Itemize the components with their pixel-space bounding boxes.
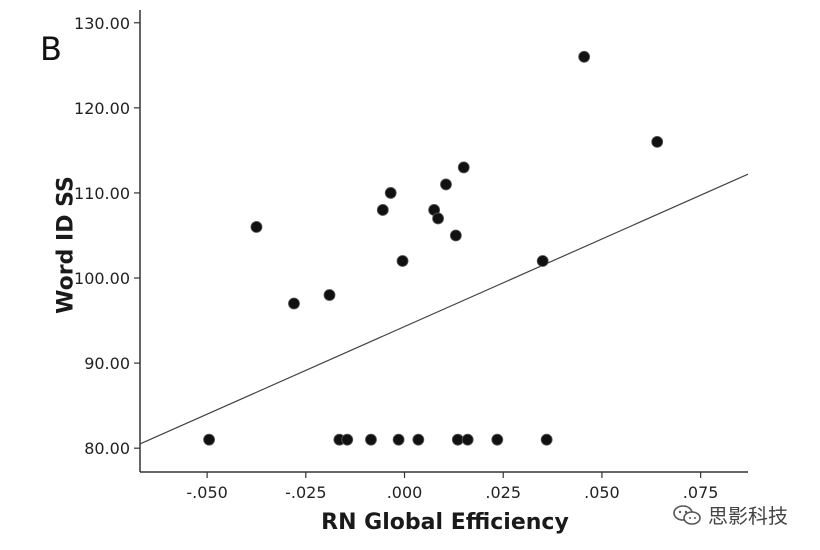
fit-line-layer — [139, 173, 749, 445]
data-point — [396, 255, 409, 267]
data-point — [203, 433, 215, 446]
y-tick-label: 90.00 — [84, 354, 130, 373]
data-point — [491, 433, 504, 446]
data-point — [323, 289, 336, 301]
x-tick-label: -.025 — [285, 483, 326, 502]
data-point — [432, 212, 444, 225]
x-tick-label: .075 — [683, 483, 719, 502]
data-point — [412, 433, 425, 446]
points-layer — [203, 50, 664, 446]
data-point — [540, 433, 553, 446]
data-point — [451, 433, 464, 446]
data-point — [384, 187, 397, 199]
axes: 80.00 90.00 100.00 110.00 120.00 130.00 -.050 -… — [74, 10, 748, 502]
data-point — [651, 135, 664, 148]
wechat-icon — [673, 504, 701, 525]
data-point — [392, 433, 405, 446]
data-point — [376, 204, 389, 216]
y-tick-label: 130.00 — [74, 14, 130, 33]
data-point — [288, 297, 300, 310]
watermark: 思影科技 — [672, 500, 788, 529]
data-point — [250, 221, 263, 233]
y-tick-label: 110.00 — [74, 184, 130, 203]
y-axis-label: Word ID SS — [53, 176, 79, 314]
data-point — [578, 50, 591, 63]
panel-label: B — [40, 30, 62, 68]
y-tick-label: 100.00 — [74, 269, 130, 288]
data-point — [457, 161, 470, 174]
y-tick-label: 120.00 — [74, 99, 130, 118]
x-tick-label: .050 — [584, 483, 620, 502]
x-axis-label: RN Global Efficiency — [321, 510, 569, 535]
data-point — [536, 255, 549, 267]
data-point — [365, 433, 377, 446]
x-tick-label: .000 — [387, 483, 423, 502]
data-point — [461, 433, 474, 446]
fit-line — [139, 173, 749, 445]
data-point — [449, 229, 462, 242]
data-point — [440, 178, 452, 191]
y-tick-label: 80.00 — [84, 439, 130, 458]
x-tick-label: .025 — [485, 483, 521, 502]
data-point — [341, 433, 354, 446]
watermark-text: 思影科技 — [708, 504, 788, 528]
x-tick-label: -.050 — [186, 483, 227, 502]
